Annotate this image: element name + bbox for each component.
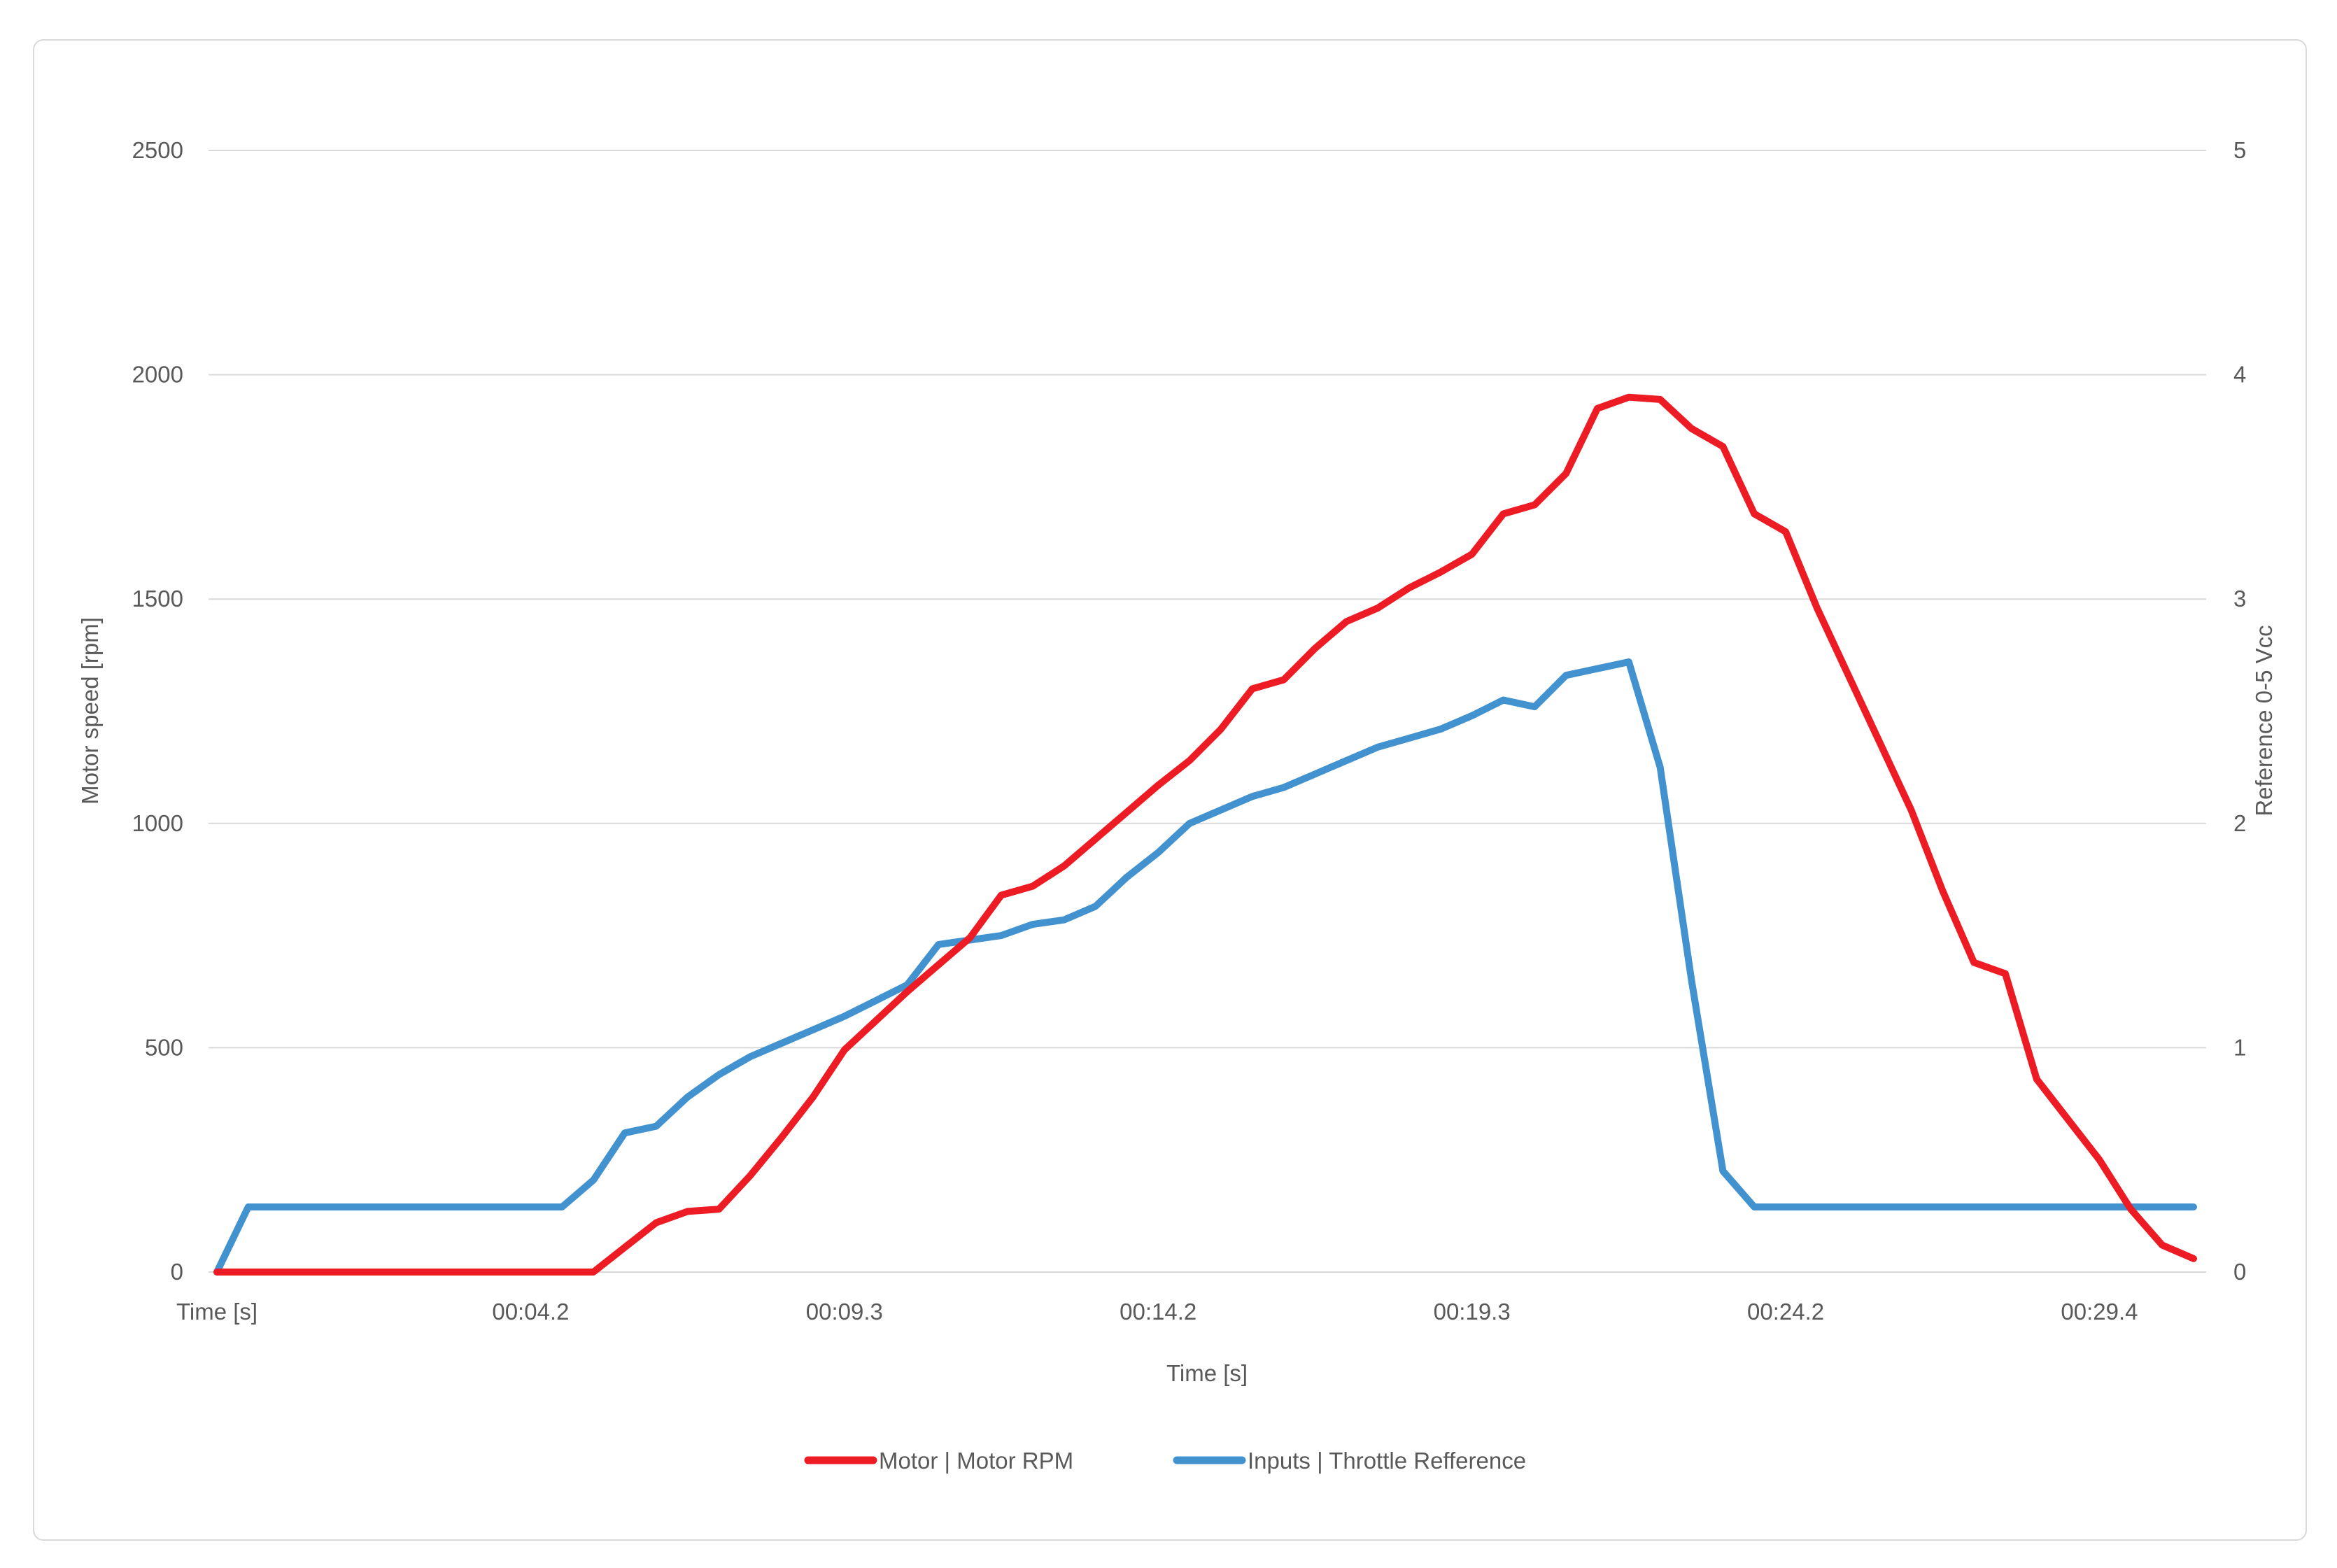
y-axis-right-tick-label: 5 — [2233, 137, 2246, 163]
legend-label-throttle-reference[interactable]: Inputs | Throttle Refference — [1248, 1448, 1526, 1474]
series-line-inputs-throttle-refference[interactable] — [213, 658, 2197, 1276]
series-layer — [213, 393, 2197, 1276]
y-axis-right-tick-label: 3 — [2233, 586, 2246, 612]
y-axis-right-title: Reference 0-5 Vcc — [2251, 625, 2277, 816]
y-axis-right-tick-label: 1 — [2233, 1034, 2246, 1060]
x-axis-title: Time [s] — [1166, 1360, 1248, 1386]
y-axis-right-tick-label: 2 — [2233, 810, 2246, 836]
legend-label-motor-rpm[interactable]: Motor | Motor RPM — [879, 1448, 1073, 1474]
axis-labels-layer: 0 0 500 1 1000 2 1500 3 2000 4 2500 5 Time [s] 00:04.… — [132, 137, 2247, 1325]
y-axis-left-tick-label: 500 — [145, 1034, 183, 1060]
x-axis-tick-label: 00:19.3 — [1434, 1299, 1511, 1325]
y-axis-left-tick-label: 1000 — [132, 810, 183, 836]
y-axis-left-tick-label: 1500 — [132, 586, 183, 612]
y-axis-right-tick-label: 0 — [2233, 1259, 2246, 1285]
x-axis-tick-label: 00:04.2 — [492, 1299, 569, 1325]
y-axis-left-title: Motor speed [rpm] — [77, 617, 103, 805]
y-axis-left-tick-label: 0 — [171, 1259, 183, 1285]
x-axis-tick-label: 00:29.4 — [2061, 1299, 2138, 1325]
x-axis-tick-label: 00:14.2 — [1120, 1299, 1196, 1325]
y-axis-left-tick-label: 2500 — [132, 137, 183, 163]
y-axis-left-tick-label: 2000 — [132, 362, 183, 388]
x-axis-tick-label: Time [s] — [176, 1299, 257, 1325]
x-axis-tick-label: 00:24.2 — [1747, 1299, 1824, 1325]
x-axis-tick-label: 00:09.3 — [806, 1299, 883, 1325]
y-axis-right-tick-label: 4 — [2233, 362, 2246, 388]
series-line-motor-motor-rpm[interactable] — [213, 393, 2197, 1276]
legend: Motor | Motor RPM Inputs | Throttle Reff… — [804, 1448, 1526, 1474]
